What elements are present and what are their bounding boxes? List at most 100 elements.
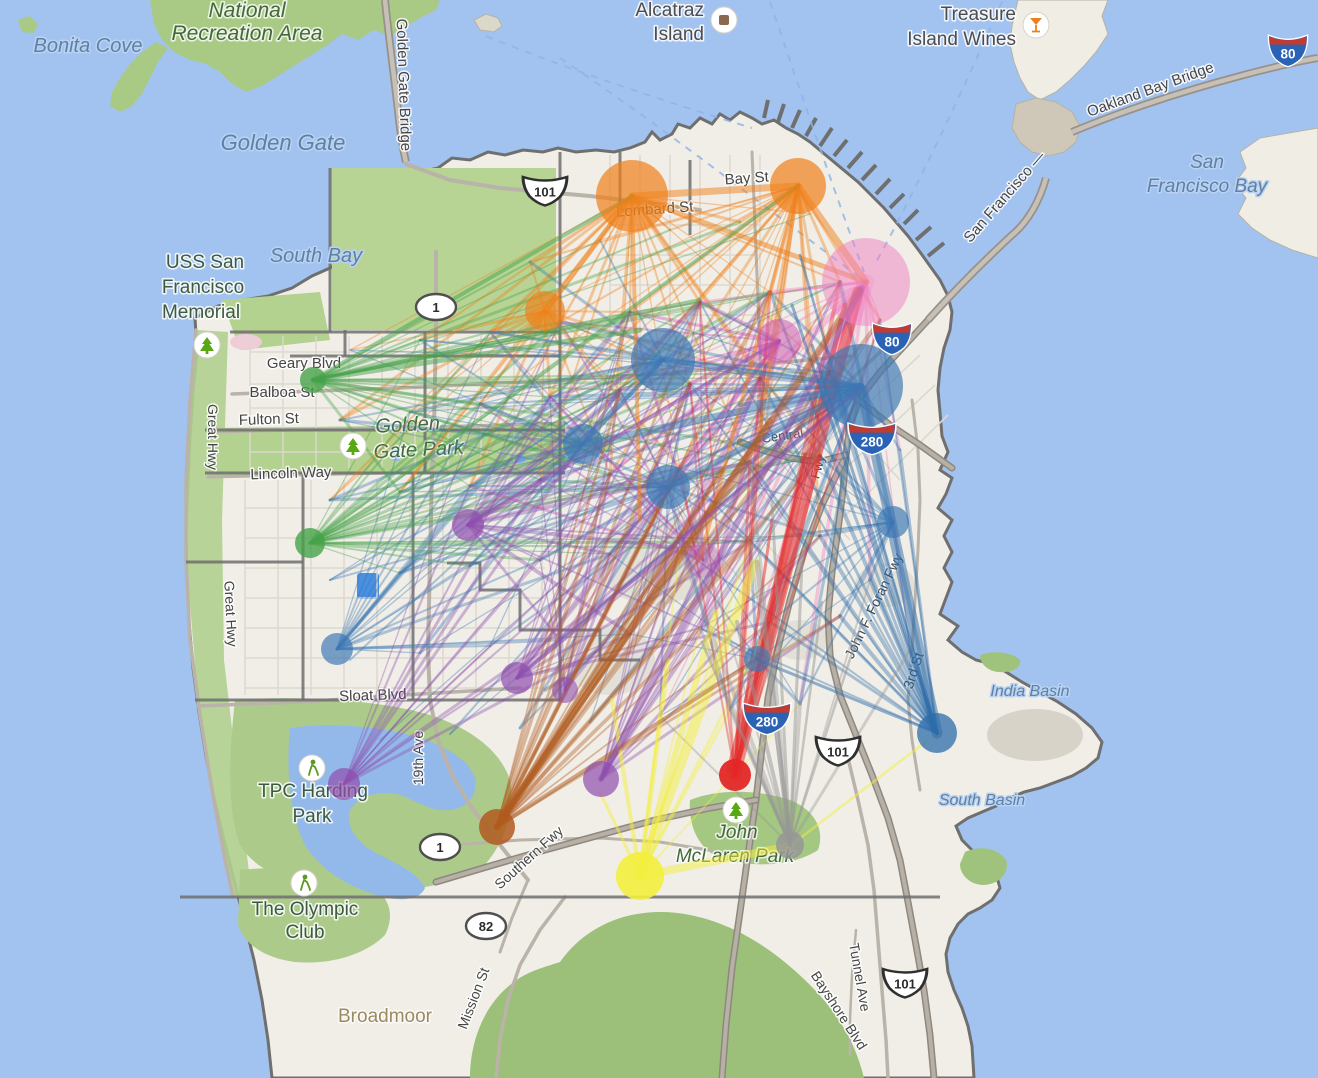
network-node-pink-financial[interactable]	[822, 238, 910, 326]
network-edge-thick	[798, 253, 939, 735]
map-label: Island Wines	[907, 29, 1016, 50]
minor-street	[744, 474, 831, 576]
network-edge	[311, 370, 832, 382]
network-node-purple-miraloma[interactable]	[552, 677, 578, 703]
network-node-red-portola[interactable]	[719, 759, 751, 791]
pier	[804, 117, 818, 137]
network-edge	[466, 395, 552, 527]
network-edge	[399, 486, 669, 493]
network-edge	[335, 558, 542, 651]
map-label: San	[1190, 152, 1224, 173]
major-road	[494, 895, 567, 1078]
network-node-purple-merced[interactable]	[328, 768, 360, 800]
network-edge	[518, 485, 670, 730]
highway-shield-us-101: 101	[881, 967, 929, 999]
tree-icon[interactable]	[339, 432, 367, 460]
network-edge	[609, 281, 867, 475]
map-label: Francisco	[162, 277, 244, 298]
network-node-blue-sunset[interactable]	[321, 633, 353, 665]
network-edge	[628, 339, 781, 636]
network-edge	[309, 467, 681, 544]
highway-shield-ca-1: 1	[414, 292, 458, 322]
highway-shield-i-80: 80	[871, 322, 913, 356]
network-edge	[309, 281, 841, 544]
network-edge	[466, 310, 632, 527]
network-node-orange-presidio[interactable]	[525, 291, 565, 331]
network-edge	[495, 454, 822, 829]
network-edge	[335, 638, 562, 651]
network-edge	[469, 486, 669, 567]
network-node-green-richmond[interactable]	[300, 367, 326, 393]
map-label: Alcatraz	[635, 0, 704, 21]
network-edge	[312, 379, 471, 487]
network-node-blue-potrero[interactable]	[877, 506, 909, 538]
alcatraz-icon[interactable]	[710, 6, 738, 34]
golf-icon[interactable]	[290, 869, 318, 897]
network-edge	[600, 547, 681, 780]
network-node-magenta-downtown[interactable]	[757, 319, 801, 363]
tree-icon[interactable]	[722, 796, 750, 824]
map-label: Island	[653, 24, 704, 45]
shield-part	[881, 967, 929, 999]
pier	[818, 126, 834, 148]
tree-icon-part	[351, 452, 355, 455]
network-edge	[408, 410, 670, 489]
network-edge	[818, 534, 939, 735]
network-edge	[312, 339, 421, 381]
network-node-purple-foresthill[interactable]	[501, 662, 533, 694]
golf-icon[interactable]	[298, 754, 326, 782]
network-edge-thick	[637, 657, 671, 879]
network-edge	[466, 460, 752, 527]
network-edge	[312, 379, 681, 469]
network-edge	[342, 484, 472, 786]
map-label: Golden Gate	[221, 130, 346, 155]
network-edge	[628, 310, 781, 343]
network-edge	[495, 472, 612, 829]
major-road	[184, 328, 235, 899]
network-edge	[338, 194, 634, 422]
network-edge-thick	[636, 842, 794, 880]
shield-part	[873, 324, 911, 333]
network-edge	[469, 443, 584, 567]
south-mountain	[470, 912, 864, 1078]
shield-part	[414, 292, 458, 322]
network-edge	[563, 472, 612, 692]
pier	[914, 225, 933, 242]
network-node-yellow-excelsior[interactable]	[616, 852, 664, 900]
network-node-orange-marina[interactable]	[596, 160, 668, 232]
network-node-blue-bernal[interactable]	[744, 646, 770, 672]
yerba-buena	[1011, 97, 1081, 157]
network-edge	[342, 552, 612, 786]
network-edge	[336, 331, 491, 650]
network-edge	[308, 320, 562, 545]
network-node-blue-soma[interactable]	[819, 344, 903, 428]
tree-icon[interactable]	[193, 331, 221, 359]
network-edge	[335, 395, 552, 651]
network-node-gray-visitacion[interactable]	[776, 831, 804, 859]
network-node-blue-haight[interactable]	[563, 424, 603, 464]
network-edge	[679, 547, 938, 734]
hillshade	[987, 709, 1083, 761]
network-node-brown-oceanview[interactable]	[479, 809, 515, 845]
martini-icon[interactable]	[1022, 11, 1050, 39]
network-node-orange-northbeach[interactable]	[770, 158, 826, 214]
network-edge	[418, 194, 634, 342]
network-edge-thick	[311, 194, 634, 382]
network-node-blue-nobhill[interactable]	[631, 328, 695, 392]
network-edge	[558, 320, 705, 562]
network-node-blue-bayview[interactable]	[917, 713, 957, 753]
shield-part: 280	[861, 435, 884, 450]
network-node-purple-glenpark[interactable]	[583, 761, 619, 797]
network-node-purple-noe[interactable]	[685, 542, 721, 578]
network-edge	[343, 403, 481, 785]
ferry-route	[769, 1, 865, 273]
network-edge	[309, 542, 401, 574]
pier	[776, 103, 786, 123]
network-node-purple-innersunset[interactable]	[452, 509, 484, 541]
network-node-green-sunset[interactable]	[295, 528, 325, 558]
network-node-blue-castro[interactable]	[646, 465, 690, 509]
network-edge	[515, 460, 752, 680]
network-edge	[466, 388, 622, 527]
